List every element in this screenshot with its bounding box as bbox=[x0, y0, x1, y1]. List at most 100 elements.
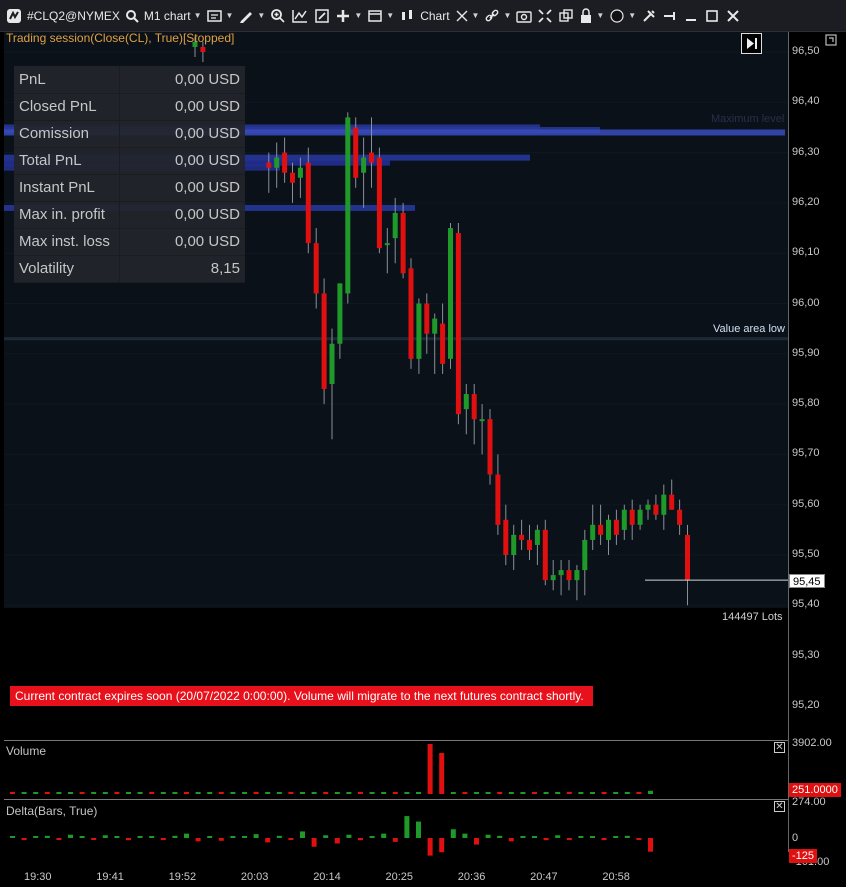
tools-icon[interactable] bbox=[641, 4, 657, 28]
candle-body bbox=[487, 419, 493, 475]
chevron-down-icon: ▼ bbox=[596, 11, 605, 20]
time-tick-label: 20:03 bbox=[240, 871, 269, 883]
close-delta-panel-button[interactable]: ✕ bbox=[774, 801, 785, 812]
candle-body bbox=[440, 323, 446, 364]
chart-menu-button[interactable]: Chart bbox=[420, 8, 450, 23]
candle-body bbox=[566, 570, 572, 581]
jump-to-end-button[interactable] bbox=[741, 33, 762, 54]
circle-icon[interactable]: ▼ bbox=[609, 4, 636, 28]
pnl-value: 0,00 USD bbox=[118, 174, 245, 202]
toolbar: #CLQ2@NYMEX M1 chart ▼ ▼ ▼ ▼ ▼ Chart ▼ ▼ … bbox=[0, 0, 846, 32]
chevron-down-icon: ▼ bbox=[386, 11, 395, 20]
volume-profile-bar bbox=[4, 129, 785, 136]
pnl-row: Closed PnL 0,00 USD bbox=[14, 93, 245, 121]
zoom-icon[interactable] bbox=[270, 4, 286, 28]
delta-current-badge: -125 bbox=[789, 849, 818, 863]
time-tick-label: 20:47 bbox=[530, 871, 558, 883]
fullscreen-icon[interactable] bbox=[537, 4, 553, 28]
restore-icon[interactable] bbox=[558, 4, 574, 28]
delta-zero-label: 0 bbox=[792, 832, 799, 844]
candle-body bbox=[297, 167, 303, 178]
volume-current-badge: 251.0000 bbox=[789, 783, 841, 797]
price-tick-label: 96,40 bbox=[792, 95, 820, 108]
candle-body bbox=[503, 519, 509, 555]
price-axis[interactable] bbox=[788, 32, 846, 852]
candle-body bbox=[471, 394, 477, 420]
pnl-row: Total PnL 0,00 USD bbox=[14, 147, 245, 175]
price-tick-label: 96,00 bbox=[792, 296, 820, 309]
timeframe-selector[interactable]: M1 chart ▼ bbox=[144, 4, 202, 28]
candle-body bbox=[677, 509, 683, 525]
candle-body bbox=[598, 524, 604, 535]
price-tick-label: 96,20 bbox=[792, 195, 820, 208]
camera-icon[interactable] bbox=[516, 4, 533, 28]
lock-icon[interactable]: ▼ bbox=[579, 4, 604, 28]
time-tick-label: 20:25 bbox=[385, 871, 414, 883]
volume-panel[interactable] bbox=[4, 740, 788, 798]
candle-body bbox=[337, 283, 343, 344]
candle-body bbox=[511, 534, 517, 555]
candle-body bbox=[313, 243, 319, 294]
pnl-row: Instant PnL 0,00 USD bbox=[14, 174, 245, 202]
candle-body bbox=[274, 157, 280, 168]
candle-body bbox=[400, 212, 406, 274]
candle-body bbox=[637, 509, 643, 525]
minimize-icon[interactable] bbox=[683, 4, 699, 28]
pnl-row: Volatility 8,15 bbox=[14, 255, 245, 283]
volume-profile-bar bbox=[4, 154, 530, 161]
candle-body bbox=[392, 212, 398, 239]
delta-panel-title: Delta(Bars, True) bbox=[6, 804, 98, 818]
candle-body bbox=[432, 318, 438, 334]
symbol-label[interactable]: #CLQ2@NYMEX bbox=[27, 8, 120, 23]
candle-body bbox=[606, 519, 611, 540]
chevron-down-icon: ▼ bbox=[628, 11, 637, 20]
candle-body bbox=[345, 117, 351, 294]
pencil-icon[interactable]: ▼ bbox=[238, 4, 265, 28]
time-axis[interactable] bbox=[0, 865, 846, 887]
candle-body bbox=[558, 570, 564, 576]
price-tick-label: 95,80 bbox=[792, 397, 820, 410]
pnl-value: 0,00 USD bbox=[118, 228, 245, 256]
chart-empty-area[interactable] bbox=[4, 608, 788, 739]
candle-body bbox=[200, 46, 206, 52]
candle-body bbox=[455, 233, 461, 415]
indicator-icon[interactable] bbox=[291, 4, 309, 28]
search-icon[interactable] bbox=[125, 4, 139, 28]
pnl-label: Total PnL bbox=[14, 147, 119, 175]
maximize-icon[interactable] bbox=[704, 4, 720, 28]
window-icon[interactable]: ▼ bbox=[367, 4, 394, 28]
candle-body bbox=[369, 152, 374, 163]
pnl-row: Comission 0,00 USD bbox=[14, 120, 245, 148]
chevron-down-icon: ▼ bbox=[193, 11, 202, 20]
pnl-label: Closed PnL bbox=[14, 93, 119, 121]
price-tick-label: 96,10 bbox=[792, 246, 820, 259]
link-icon[interactable]: ▼ bbox=[484, 4, 511, 28]
candle-body bbox=[321, 293, 327, 390]
pnl-label: Max in. profit bbox=[14, 201, 119, 229]
candle-body bbox=[192, 41, 198, 47]
close-icon[interactable] bbox=[725, 4, 741, 28]
pin-icon[interactable] bbox=[662, 4, 678, 28]
close-volume-panel-button[interactable]: ✕ bbox=[774, 742, 785, 753]
price-tick-label: 95,40 bbox=[792, 598, 820, 611]
value-area-low-label: Value area low bbox=[713, 323, 785, 335]
pnl-value: 0,00 USD bbox=[118, 66, 245, 94]
candle-body bbox=[661, 494, 667, 515]
edit-icon[interactable] bbox=[314, 4, 330, 28]
cross-arrows-icon[interactable]: ▼ bbox=[455, 4, 480, 28]
delta-panel[interactable] bbox=[4, 799, 788, 865]
play-end-icon bbox=[747, 38, 757, 49]
candle-body bbox=[550, 575, 556, 581]
settings-icon[interactable] bbox=[824, 33, 838, 47]
app-logo-icon[interactable] bbox=[6, 4, 22, 28]
candle-body bbox=[495, 474, 501, 525]
chevron-down-icon: ▼ bbox=[471, 11, 480, 20]
session-label: Trading session(Close(CL), True)[Stopped… bbox=[6, 31, 235, 45]
pnl-label: Instant PnL bbox=[14, 174, 119, 202]
pnl-panel: PnL 0,00 USD Closed PnL 0,00 USD Comission 0,… bbox=[14, 66, 245, 283]
candle-body bbox=[282, 152, 288, 173]
price-tick-label: 95,60 bbox=[792, 497, 820, 510]
crosshair-icon[interactable]: ▼ bbox=[335, 4, 362, 28]
chart-template-icon[interactable]: ▼ bbox=[206, 4, 233, 28]
chart-type-icon[interactable] bbox=[399, 4, 415, 28]
